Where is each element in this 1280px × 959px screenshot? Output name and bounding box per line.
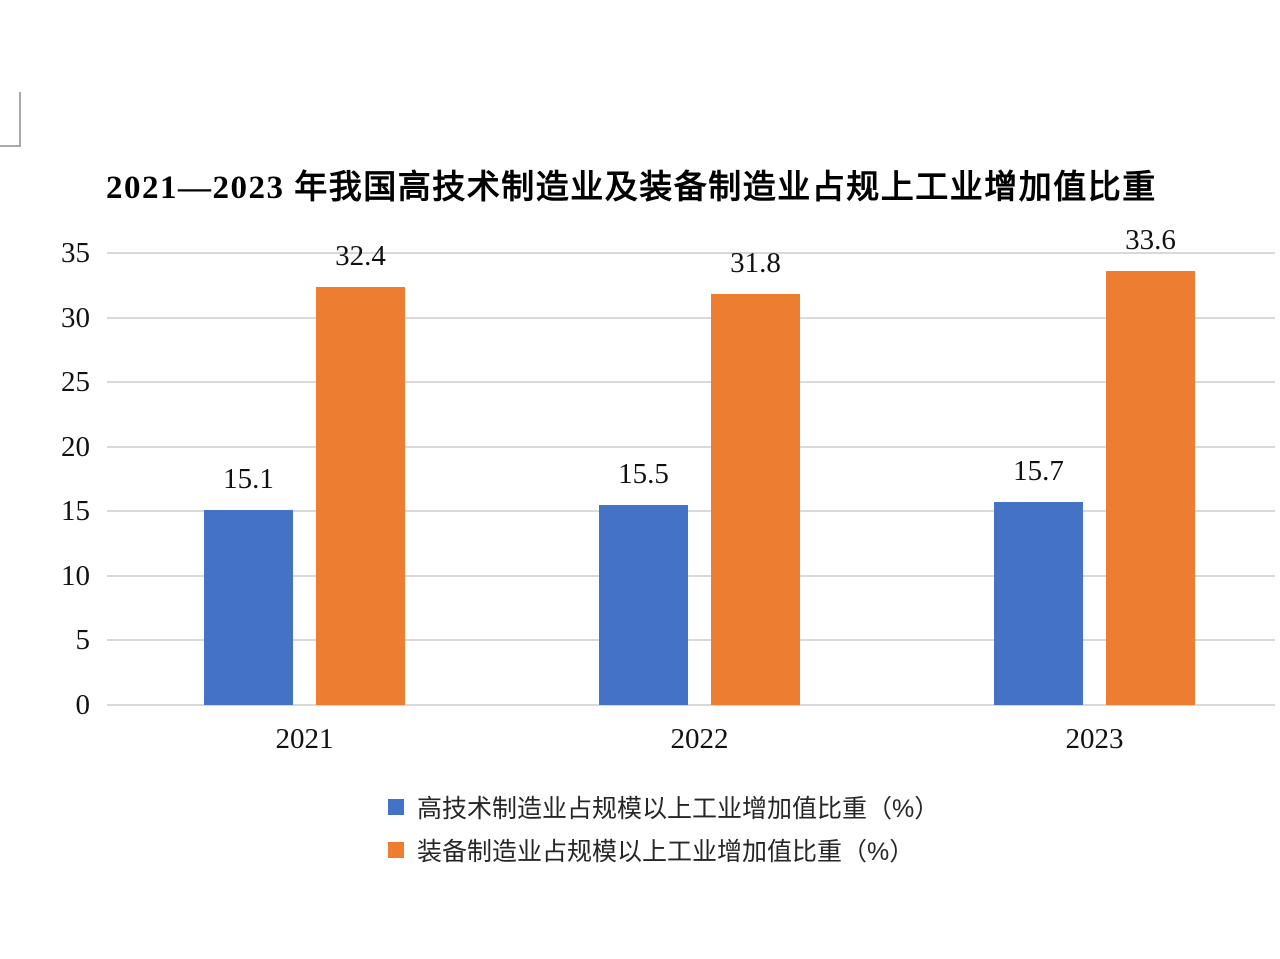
bar-2021-series2 [316, 286, 405, 705]
y-axis-tick-label: 5 [75, 624, 91, 657]
gridline-0 [107, 704, 1275, 706]
x-axis-label-2022: 2022 [670, 723, 729, 755]
gridline-5 [107, 639, 1275, 642]
bar-2022-series1 [599, 504, 688, 705]
bar-value-label: 32.4 [335, 239, 386, 272]
bar-2023-series1 [994, 502, 1083, 705]
bar-value-label: 15.1 [223, 462, 274, 495]
chart-title: 2021—2023 年我国高技术制造业及装备制造业占规上工业增加值比重 [106, 170, 1157, 206]
x-axis: 2021 2022 2023 [107, 722, 1275, 762]
bar-value-label: 33.6 [1125, 224, 1176, 257]
gridline-15 [107, 510, 1275, 513]
legend-label-high-tech: 高技术制造业占规模以上工业增加值比重（%） [417, 795, 940, 823]
bar-2021-series1 [204, 510, 293, 705]
gridline-30 [107, 316, 1275, 319]
bar-value-label: 31.8 [730, 247, 781, 280]
corner-mark [0, 92, 21, 147]
x-axis-label-2023: 2023 [1065, 723, 1124, 755]
y-axis-tick-label: 0 [75, 689, 91, 721]
legend: 高技术制造业占规模以上工业增加值比重（%） 装备制造业占规模以上工业增加值比重（… [388, 793, 939, 879]
legend-label-equipment: 装备制造业占规模以上工业增加值比重（%） [417, 838, 915, 866]
bar-value-label: 15.7 [1013, 455, 1064, 488]
legend-item-high-tech: 高技术制造业占规模以上工业增加值比重（%） [388, 793, 939, 823]
y-axis-tick-label: 20 [61, 430, 90, 463]
bar-value-label: 15.5 [618, 457, 669, 490]
legend-item-equipment: 装备制造业占规模以上工业增加值比重（%） [388, 836, 939, 866]
y-axis-tick-label: 10 [61, 559, 90, 592]
y-axis-tick-label: 35 [61, 237, 90, 269]
bar-2023-series2 [1106, 271, 1195, 705]
plot-area: 15.1 15.5 15.7 32.4 31.8 33.6 [107, 224, 1275, 706]
y-axis-tick-label: 30 [61, 301, 90, 334]
y-axis-tick-label: 25 [61, 366, 90, 399]
gridline-25 [107, 381, 1275, 384]
y-axis-tick-label: 15 [61, 495, 90, 528]
gridline-20 [107, 445, 1275, 448]
x-axis-label-2021: 2021 [275, 723, 334, 755]
gridline-35 [107, 252, 1275, 254]
legend-swatch-high-tech [388, 799, 404, 815]
legend-swatch-equipment [388, 842, 404, 858]
y-axis: 0 5 10 15 20 25 30 35 [0, 237, 91, 721]
bar-2022-series2 [711, 294, 800, 705]
gridline-10 [107, 574, 1275, 577]
